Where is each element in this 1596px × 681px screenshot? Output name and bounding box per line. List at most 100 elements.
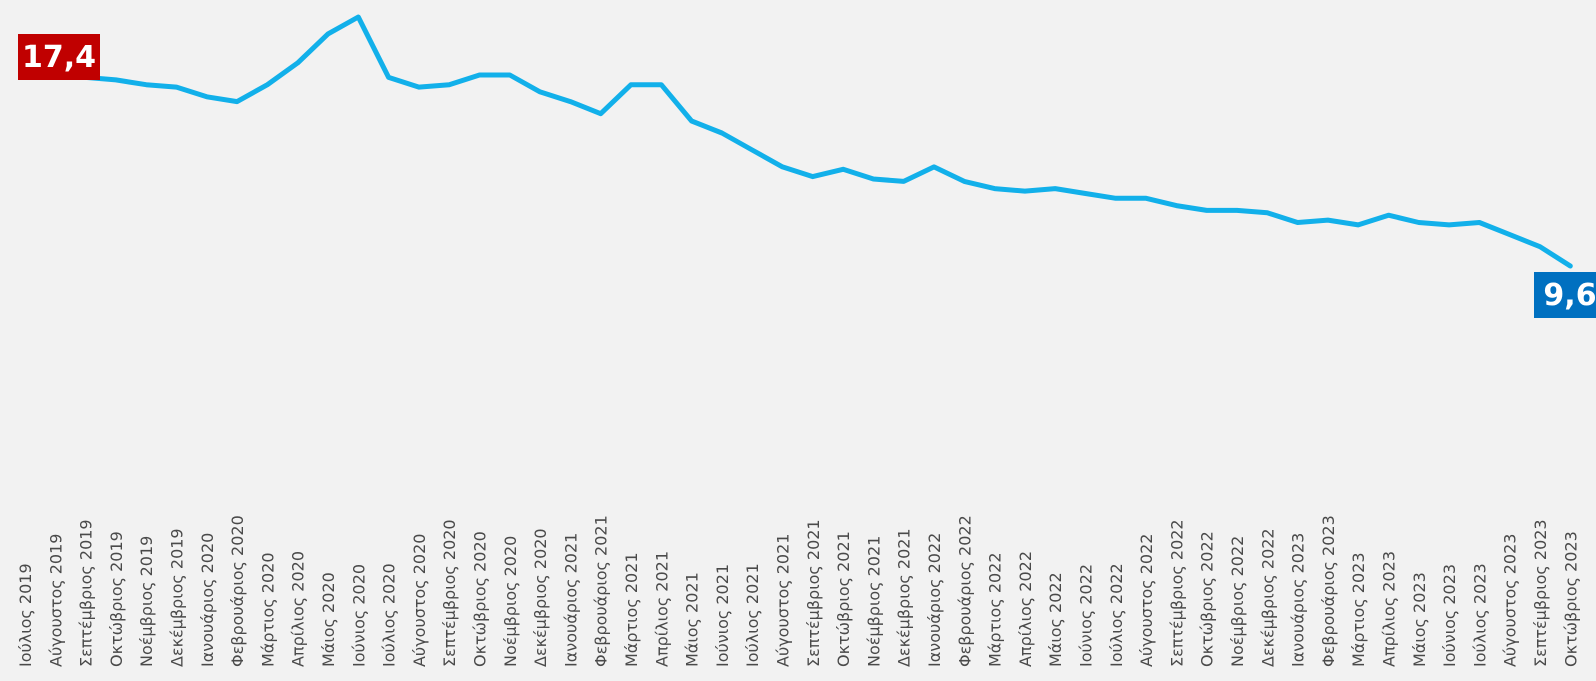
data-point — [1356, 222, 1361, 227]
data-point — [1568, 264, 1573, 268]
data-point — [1477, 220, 1482, 225]
last-value-callout-box — [1534, 272, 1596, 318]
last-value-callout: 9,6 — [1534, 272, 1596, 318]
x-tick-label: Μάιος 2023 — [1410, 572, 1429, 667]
x-tick-label: Νοέμβριος 2020 — [501, 536, 520, 667]
x-tick-label: Οκτώβριος 2019 — [107, 531, 126, 667]
x-tick-label: Νοέμβριος 2019 — [137, 536, 156, 667]
data-point — [416, 85, 421, 90]
data-point — [841, 167, 846, 172]
x-tick-label: Μάρτιος 2022 — [986, 552, 1005, 667]
x-tick-label: Δεκέμβριος 2019 — [168, 528, 187, 667]
x-tick-label: Μάρτιος 2023 — [1349, 552, 1368, 667]
data-point — [992, 186, 997, 191]
data-point — [326, 31, 330, 36]
x-tick-label: Ιούλιος 2019 — [16, 563, 35, 667]
x-tick-label: Ιανουάριος 2020 — [198, 533, 217, 667]
data-point — [1144, 196, 1149, 201]
data-point — [1235, 208, 1239, 213]
x-tick-label: Δεκέμβριος 2020 — [531, 528, 550, 667]
x-tick-label: Ιανουάριος 2023 — [1289, 533, 1308, 667]
data-point — [568, 99, 573, 104]
data-point — [1386, 213, 1391, 218]
data-point — [1416, 220, 1421, 225]
x-tick-label: Σεπτέμβριος 2022 — [1167, 519, 1186, 667]
x-tick-label: Ιούλιος 2021 — [743, 563, 762, 667]
data-point — [1083, 191, 1088, 196]
series-line — [22, 14, 1573, 269]
x-tick-label: Μάιος 2020 — [319, 572, 338, 667]
x-tick-label: Φεβρουάριος 2020 — [228, 515, 247, 667]
data-point — [507, 73, 512, 77]
data-point — [295, 60, 300, 65]
data-point — [1053, 186, 1058, 191]
x-tick-label: Απρίλιος 2020 — [289, 551, 308, 667]
data-point — [1295, 220, 1300, 225]
x-tick-label: Απρίλιος 2021 — [652, 551, 671, 667]
data-point — [780, 164, 785, 169]
x-tick-label: Ιούνιος 2020 — [349, 564, 368, 667]
data-point — [477, 73, 482, 77]
x-tick-label: Ιανουάριος 2022 — [925, 533, 944, 667]
data-point — [598, 111, 603, 116]
last-value-label: 9,6 — [1543, 278, 1596, 313]
x-tick-label: Ιούλιος 2023 — [1470, 563, 1489, 667]
data-point — [719, 131, 724, 135]
x-tick-label: Αύγουστος 2021 — [774, 534, 793, 667]
x-tick-label: Ιούνιος 2022 — [1077, 564, 1096, 667]
data-point — [204, 94, 209, 99]
x-tick-label: Ιανουάριος 2021 — [561, 533, 580, 667]
data-point — [174, 85, 179, 90]
x-tick-label: Νοέμβριος 2021 — [864, 536, 883, 667]
data-point — [1265, 210, 1270, 215]
data-point — [538, 89, 543, 94]
data-point — [113, 77, 118, 82]
data-point — [235, 99, 240, 104]
data-point — [871, 177, 876, 181]
data-point — [901, 179, 906, 184]
x-tick-label: Οκτώβριος 2022 — [1198, 531, 1217, 667]
x-tick-label: Νοέμβριος 2022 — [1228, 536, 1247, 667]
x-tick-label: Φεβρουάριος 2023 — [1319, 515, 1338, 667]
x-tick-label: Ιούνιος 2021 — [713, 564, 732, 667]
x-tick-label: Μάιος 2021 — [683, 572, 702, 667]
x-tick-label: Αύγουστος 2022 — [1137, 534, 1156, 667]
series-points — [23, 15, 1573, 268]
x-tick-label: Φεβρουάριος 2021 — [592, 515, 611, 667]
x-tick-label: Αύγουστος 2020 — [410, 534, 429, 667]
first-value-callout-box — [18, 34, 100, 80]
x-tick-label: Οκτώβριος 2021 — [834, 531, 853, 667]
x-tick-label: Οκτώβριος 2023 — [1561, 531, 1580, 667]
x-tick-label: Μάρτιος 2021 — [622, 552, 641, 667]
x-tick-label: Σεπτέμβριος 2023 — [1531, 519, 1550, 667]
x-tick-label: Αύγουστος 2023 — [1501, 534, 1520, 667]
data-point — [386, 75, 391, 80]
data-point — [1174, 203, 1179, 208]
data-point — [629, 82, 633, 87]
data-point — [932, 164, 936, 169]
data-point — [356, 15, 361, 19]
data-point — [265, 82, 270, 87]
data-point — [1204, 208, 1209, 213]
data-point — [1113, 196, 1118, 201]
x-tick-label: Απρίλιος 2022 — [1016, 551, 1035, 667]
x-tick-label: Φεβρουάριος 2022 — [955, 515, 974, 667]
x-axis-tick-labels: Ιούλιος 2019 Αύγουστος 2019 Σεπτέμβριος 20… — [16, 515, 1580, 667]
data-point — [689, 119, 694, 123]
x-tick-label: Ιούλιος 2022 — [1107, 563, 1126, 667]
data-point — [1538, 244, 1542, 249]
x-tick-label: Δεκέμβριος 2021 — [895, 528, 914, 667]
data-point — [1325, 218, 1330, 223]
x-tick-label: Οκτώβριος 2020 — [471, 531, 490, 667]
data-point — [810, 174, 815, 179]
data-point — [447, 82, 452, 87]
x-tick-label: Σεπτέμβριος 2019 — [77, 519, 96, 667]
x-tick-label: Απρίλιος 2023 — [1380, 551, 1399, 667]
x-tick-label: Σεπτέμβριος 2020 — [440, 519, 459, 667]
x-tick-label: Μάρτιος 2020 — [258, 552, 277, 667]
first-value-label: 17,4 — [22, 40, 96, 75]
data-point — [962, 179, 967, 184]
data-point — [659, 82, 664, 87]
